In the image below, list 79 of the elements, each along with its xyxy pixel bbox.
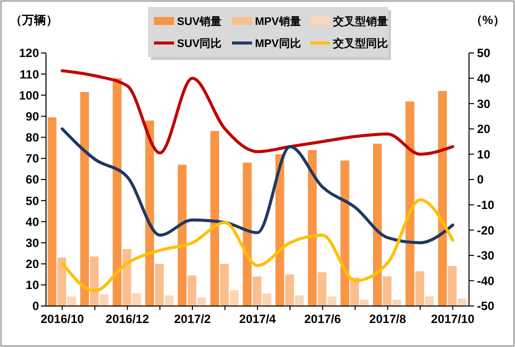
- bar: [327, 296, 336, 306]
- legend-label: MPV销量: [255, 16, 301, 28]
- y-tick-label: 110: [20, 67, 40, 82]
- bar: [132, 293, 142, 306]
- bar: [197, 298, 206, 306]
- x-tick-label: 2017/2: [174, 312, 212, 326]
- bar: [178, 164, 187, 306]
- y-tick-label: 90: [26, 109, 40, 124]
- y2-tick-label: 40: [477, 72, 491, 86]
- y-tick-label: 50: [26, 194, 40, 208]
- bar: [220, 264, 229, 306]
- legend-label: 交叉型同比: [332, 36, 388, 50]
- bar: [318, 272, 326, 306]
- bar: [188, 275, 196, 306]
- bar: [438, 90, 447, 306]
- y2-tick-label: -20: [477, 223, 495, 238]
- line-series: [60, 127, 454, 244]
- y2-axis-title: （%）: [470, 13, 505, 27]
- bar: [425, 296, 434, 306]
- bar: [242, 162, 252, 306]
- bar: [360, 300, 369, 306]
- bar: [48, 117, 56, 306]
- legend-label: SUV同比: [177, 36, 222, 50]
- bar: [230, 290, 239, 306]
- bar: [262, 293, 272, 306]
- y-tick-label: 10: [26, 278, 40, 292]
- bar: [112, 78, 122, 306]
- bar: [210, 131, 220, 306]
- x-tick-label: 2017/10: [431, 312, 475, 326]
- bar: [373, 144, 382, 306]
- bar: [155, 264, 164, 306]
- y-tick-label: 20: [26, 257, 40, 272]
- y-tick-label: 0: [32, 299, 40, 314]
- bar: [448, 266, 457, 306]
- y2-tick-label: 30: [477, 96, 491, 111]
- bar: [67, 296, 76, 306]
- line-series: [60, 69, 454, 156]
- y-axis-title: （万辆）: [10, 13, 58, 27]
- y2-tick-label: -30: [477, 248, 495, 263]
- legend-label: MPV同比: [255, 36, 301, 50]
- x-tick-label: 2017/4: [239, 312, 276, 326]
- y-tick-label: 70: [26, 152, 40, 166]
- legend-label: SUV销量: [177, 16, 222, 28]
- bar: [382, 276, 392, 306]
- bar: [340, 160, 350, 306]
- y-tick-label: 30: [26, 236, 40, 250]
- bar: [308, 150, 317, 306]
- y2-tick-label: 20: [477, 122, 491, 136]
- y-tick-label: 120: [18, 46, 40, 60]
- bar: [100, 294, 108, 306]
- bar: [122, 249, 132, 306]
- x-tick-label: 2016/10: [40, 312, 84, 326]
- x-tick-label: 2016/12: [106, 312, 150, 326]
- y2-tick-label: -10: [477, 198, 495, 212]
- y-tick-label: 60: [26, 172, 40, 187]
- bar: [57, 258, 66, 306]
- y-tick-label: 40: [26, 214, 40, 229]
- bar: [415, 271, 424, 306]
- bar: [458, 298, 466, 306]
- bar: [406, 101, 414, 306]
- bar: [294, 295, 304, 306]
- y2-tick-label: 10: [477, 147, 491, 162]
- legend-label: 交叉型销量: [332, 14, 388, 28]
- bar: [285, 274, 294, 306]
- bar: [145, 120, 154, 306]
- y2-tick-label: -40: [477, 274, 495, 288]
- y2-tick-label: 50: [477, 46, 491, 60]
- bar: [252, 276, 262, 306]
- bar: [90, 256, 99, 306]
- bar: [164, 295, 174, 306]
- y2-tick-label: -50: [477, 299, 495, 314]
- x-tick-label: 2017/8: [369, 312, 406, 326]
- y-tick-label: 100: [18, 88, 40, 102]
- bar: [80, 92, 89, 306]
- x-tick-label: 2017/6: [304, 312, 342, 326]
- line-series: [60, 198, 454, 292]
- y-tick-label: 80: [26, 130, 40, 145]
- bar: [392, 300, 402, 306]
- y2-tick-label: 0: [477, 172, 484, 187]
